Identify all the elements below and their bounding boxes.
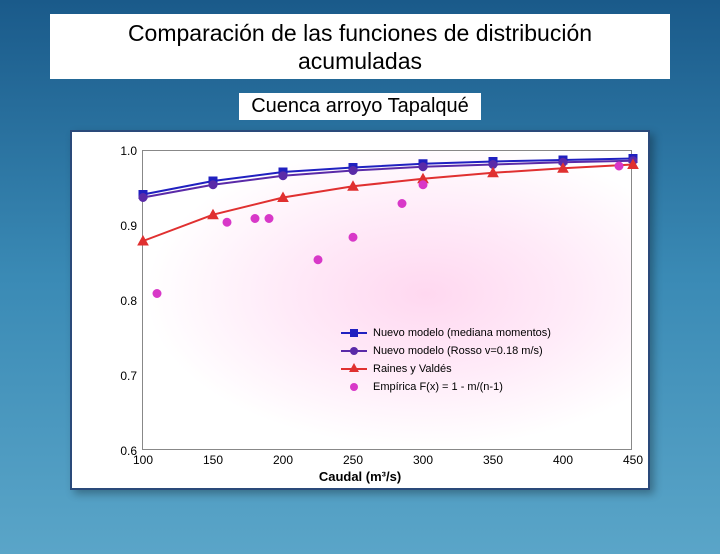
legend-marker — [341, 350, 367, 352]
y-tick: 0.8 — [120, 294, 143, 308]
legend-item: Empírica F(x) = 1 - m/(n-1) — [341, 381, 601, 393]
x-tick: 450 — [623, 449, 643, 467]
title-box: Comparación de las funciones de distribu… — [50, 14, 670, 79]
x-axis-label: Caudal (m³/s) — [319, 469, 401, 484]
plot-svg — [143, 151, 631, 449]
y-tick: 0.7 — [120, 369, 143, 383]
plot-area: Nuevo modelo (mediana momentos) Nuevo mod… — [142, 150, 632, 450]
page-subtitle: Cuenca arroyo Tapalqué — [239, 93, 481, 120]
subtitle-wrap: Cuenca arroyo Tapalqué — [0, 85, 720, 130]
x-tick: 250 — [343, 449, 363, 467]
legend-marker — [341, 332, 367, 334]
legend-marker — [341, 368, 367, 370]
x-tick: 400 — [553, 449, 573, 467]
legend-item: Nuevo modelo (mediana momentos) — [341, 327, 601, 339]
x-tick: 100 — [133, 449, 153, 467]
legend-label: Nuevo modelo (mediana momentos) — [373, 327, 551, 339]
legend-label: Empírica F(x) = 1 - m/(n-1) — [373, 381, 503, 393]
legend-item: Raines y Valdés — [341, 363, 601, 375]
legend-label: Raines y Valdés — [373, 363, 452, 375]
chart-container: Probabilidad de no excedencia Nuevo mode… — [70, 130, 650, 490]
legend: Nuevo modelo (mediana momentos) Nuevo mod… — [341, 321, 601, 399]
x-tick: 350 — [483, 449, 503, 467]
x-tick: 300 — [413, 449, 433, 467]
y-tick: 0.9 — [120, 219, 143, 233]
legend-item: Nuevo modelo (Rosso v=0.18 m/s) — [341, 345, 601, 357]
x-tick: 200 — [273, 449, 293, 467]
x-tick: 150 — [203, 449, 223, 467]
legend-marker — [341, 386, 367, 388]
page-title: Comparación de las funciones de distribu… — [70, 20, 650, 75]
y-tick: 1.0 — [120, 144, 143, 158]
legend-label: Nuevo modelo (Rosso v=0.18 m/s) — [373, 345, 543, 357]
